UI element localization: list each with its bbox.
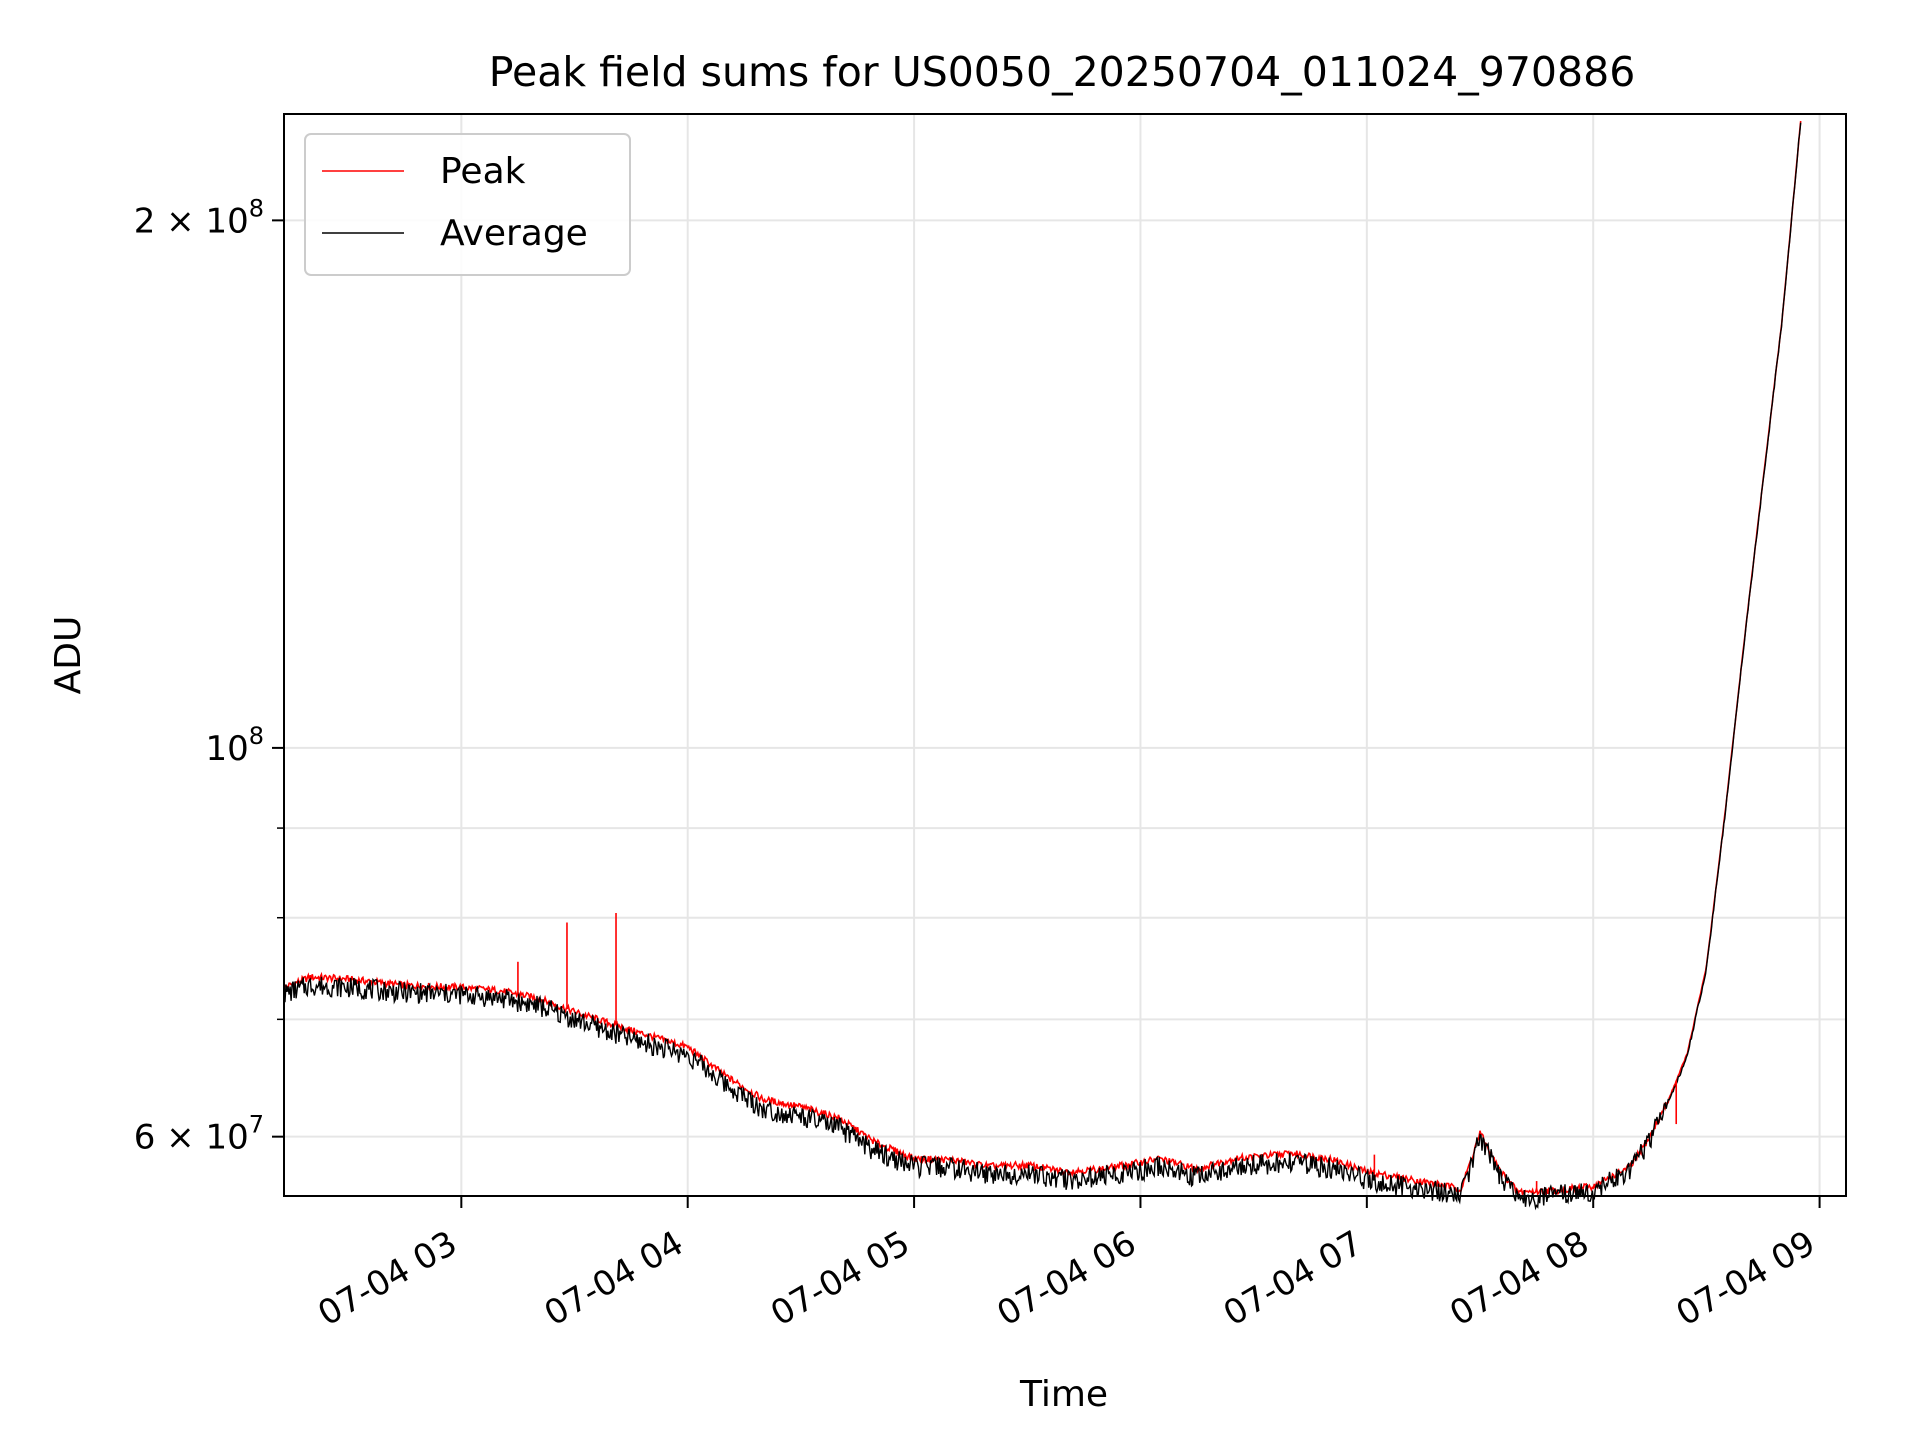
grid: [284, 114, 1846, 1196]
y-axis: 6 × 107 108 2 × 108: [134, 194, 284, 1158]
plot-frame: [283, 113, 1847, 1197]
legend-peak-label: Peak: [440, 151, 526, 192]
y-tick-label: 6 × 107: [134, 1111, 264, 1158]
y-tick-label: 2 × 108: [134, 194, 264, 241]
chart-title: Peak field sums for US0050_20250704_0110…: [489, 48, 1636, 96]
plot-area: [284, 114, 1846, 1196]
x-axis-label: Time: [1019, 1374, 1108, 1415]
y-axis-label: ADU: [48, 616, 89, 695]
legend: Peak Average: [304, 133, 631, 276]
y-tick-label: 108: [205, 722, 264, 769]
legend-average-label: Average: [440, 213, 588, 254]
legend-box: [304, 133, 631, 276]
